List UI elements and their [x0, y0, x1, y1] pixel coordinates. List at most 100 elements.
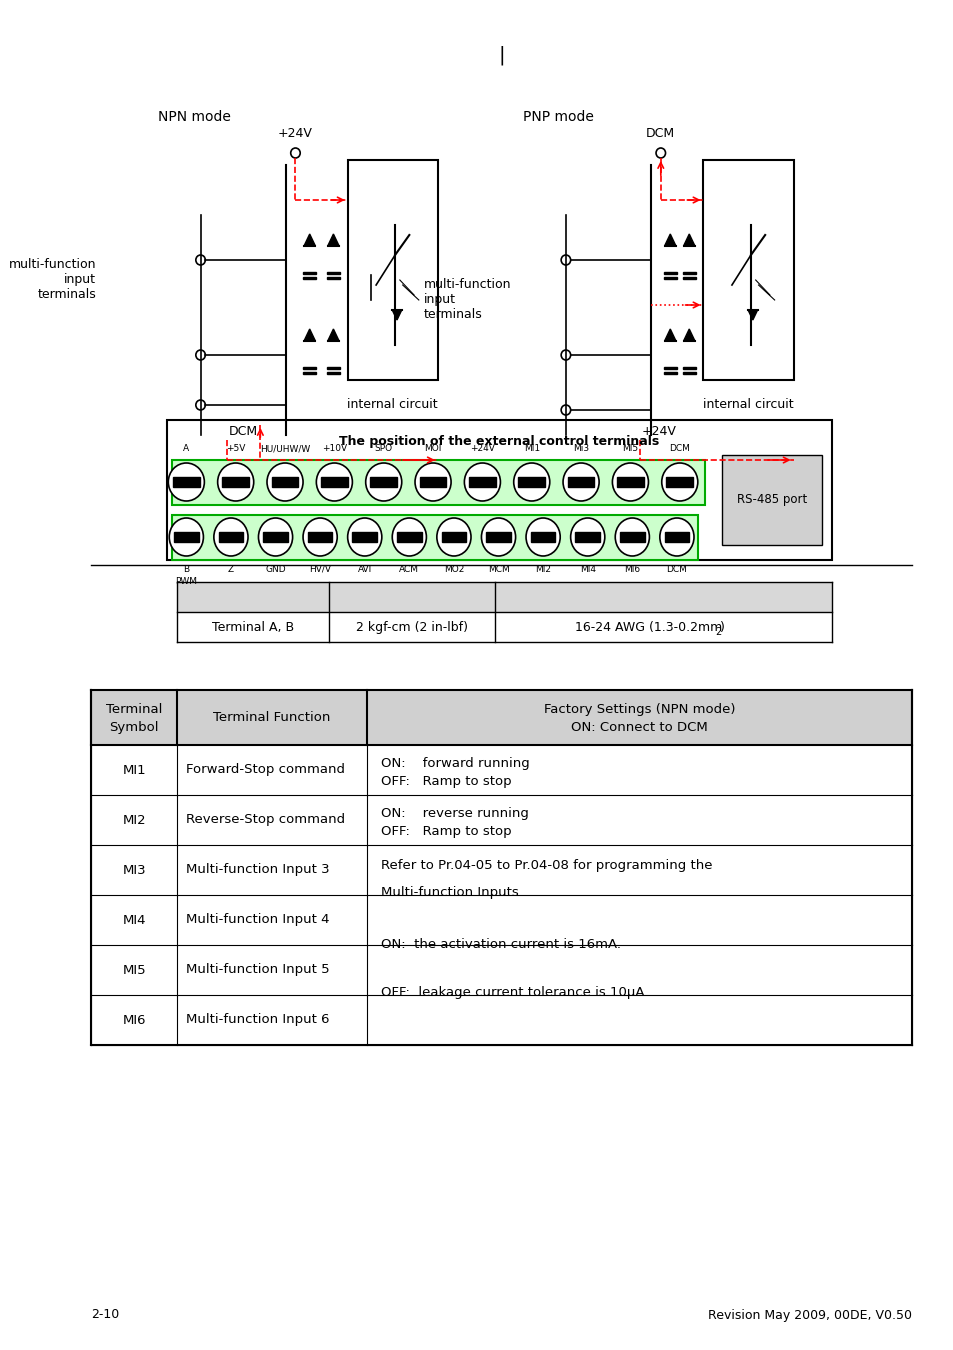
Ellipse shape — [525, 518, 559, 556]
Text: Factory Settings (NPN mode): Factory Settings (NPN mode) — [543, 703, 735, 716]
Ellipse shape — [570, 518, 604, 556]
Bar — [327, 373, 339, 374]
Ellipse shape — [615, 518, 649, 556]
Ellipse shape — [481, 518, 515, 556]
Polygon shape — [304, 234, 315, 246]
Bar — [567, 477, 594, 487]
Text: OFF:   Ramp to stop: OFF: Ramp to stop — [380, 825, 511, 837]
Polygon shape — [747, 310, 757, 320]
Text: DCM: DCM — [669, 444, 689, 454]
Bar — [663, 271, 677, 274]
Bar — [469, 477, 496, 487]
Ellipse shape — [513, 463, 549, 501]
Bar — [664, 532, 688, 541]
Ellipse shape — [217, 463, 253, 501]
Text: Multi-function Inputs.: Multi-function Inputs. — [380, 886, 522, 899]
Text: MI4: MI4 — [579, 566, 595, 574]
Ellipse shape — [168, 463, 204, 501]
Text: multi-function
input
terminals: multi-function input terminals — [9, 258, 96, 301]
Bar — [419, 477, 446, 487]
Text: 16-24 AWG (1.3-0.2mm: 16-24 AWG (1.3-0.2mm — [575, 621, 721, 633]
Bar — [272, 477, 298, 487]
Text: MI2: MI2 — [122, 814, 146, 826]
Text: +24V: +24V — [470, 444, 495, 454]
Bar — [682, 277, 695, 279]
Text: +24V: +24V — [641, 425, 676, 437]
Text: Reverse-Stop command: Reverse-Stop command — [186, 814, 345, 826]
Text: DCM: DCM — [666, 566, 687, 574]
Text: AVI: AVI — [357, 566, 372, 574]
Text: MI6: MI6 — [623, 566, 639, 574]
Ellipse shape — [392, 518, 426, 556]
Bar — [303, 373, 316, 374]
Text: Multi-function Input 5: Multi-function Input 5 — [186, 964, 330, 976]
Text: MI4: MI4 — [122, 914, 146, 926]
Bar — [530, 532, 555, 541]
Bar — [347, 161, 437, 379]
Bar — [441, 532, 466, 541]
Text: The position of the external control terminals: The position of the external control ter… — [339, 435, 659, 448]
Bar — [321, 477, 347, 487]
Text: HV/V: HV/V — [309, 566, 331, 574]
Text: HU/UHW/W: HU/UHW/W — [259, 444, 310, 454]
Bar — [167, 420, 831, 560]
Ellipse shape — [464, 463, 500, 501]
Text: Multi-function Input 4: Multi-function Input 4 — [186, 914, 330, 926]
Text: RS-485 port: RS-485 port — [737, 494, 806, 506]
Text: Multi-function Input 6: Multi-function Input 6 — [186, 1014, 330, 1026]
Ellipse shape — [661, 463, 697, 501]
Text: internal circuit: internal circuit — [702, 398, 793, 410]
Bar — [218, 532, 243, 541]
Text: 2-10: 2-10 — [91, 1308, 119, 1322]
Text: |: | — [497, 46, 504, 65]
Bar — [663, 367, 677, 369]
Ellipse shape — [415, 463, 451, 501]
Ellipse shape — [347, 518, 381, 556]
Text: ON: Connect to DCM: ON: Connect to DCM — [571, 721, 707, 734]
Bar — [91, 690, 911, 745]
Bar — [486, 532, 510, 541]
Text: OFF:  leakage current tolerance is 10μA.: OFF: leakage current tolerance is 10μA. — [380, 986, 647, 999]
Text: NPN mode: NPN mode — [157, 109, 231, 124]
Ellipse shape — [612, 463, 648, 501]
Text: Multi-function Input 3: Multi-function Input 3 — [186, 864, 330, 876]
Ellipse shape — [213, 518, 248, 556]
Text: internal circuit: internal circuit — [347, 398, 437, 410]
Bar — [495, 582, 831, 612]
Ellipse shape — [258, 518, 293, 556]
Text: MI6: MI6 — [122, 1014, 146, 1026]
Text: MOI: MOI — [424, 444, 441, 454]
Text: GND: GND — [265, 566, 286, 574]
Text: Revision May 2009, 00DE, V0.50: Revision May 2009, 00DE, V0.50 — [707, 1308, 911, 1322]
Ellipse shape — [365, 463, 401, 501]
Bar — [172, 460, 704, 505]
Text: B: B — [183, 566, 190, 574]
Bar — [222, 477, 249, 487]
Text: +5V: +5V — [226, 444, 245, 454]
Bar — [327, 277, 339, 279]
Bar — [176, 582, 329, 612]
Text: ON:  the activation current is 16mA.: ON: the activation current is 16mA. — [380, 938, 620, 952]
Text: Z: Z — [228, 566, 233, 574]
Polygon shape — [683, 329, 694, 342]
Bar — [619, 532, 644, 541]
Bar — [303, 367, 316, 369]
Bar — [663, 277, 677, 279]
Bar — [352, 532, 376, 541]
Text: Forward-Stop command: Forward-Stop command — [186, 764, 345, 776]
Text: 2 kgf-cm (2 in-lbf): 2 kgf-cm (2 in-lbf) — [355, 621, 467, 633]
Text: DCM: DCM — [645, 127, 675, 140]
Text: +24V: +24V — [277, 127, 313, 140]
Text: MO2: MO2 — [443, 566, 463, 574]
Text: PWM: PWM — [175, 576, 197, 586]
Text: DCM: DCM — [229, 425, 258, 437]
Bar — [666, 477, 692, 487]
Text: 2: 2 — [715, 626, 720, 637]
Text: MI2: MI2 — [535, 566, 551, 574]
Ellipse shape — [303, 518, 336, 556]
Text: Terminal Function: Terminal Function — [213, 711, 330, 724]
Text: Terminal A, B: Terminal A, B — [212, 621, 294, 633]
Text: Refer to Pr.04-05 to Pr.04-08 for programming the: Refer to Pr.04-05 to Pr.04-08 for progra… — [380, 859, 712, 872]
Bar — [575, 532, 599, 541]
Bar — [396, 532, 421, 541]
